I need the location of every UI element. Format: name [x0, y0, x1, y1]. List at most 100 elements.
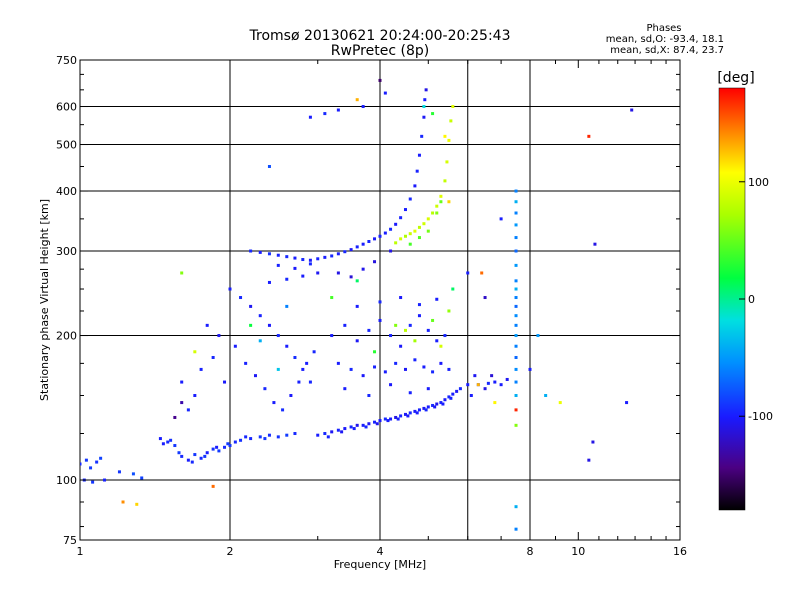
colorbar-tick-label: 0: [748, 293, 755, 306]
data-point: [289, 394, 293, 398]
data-point: [403, 328, 407, 332]
data-point: [373, 260, 377, 264]
data-point: [443, 334, 447, 338]
data-point: [389, 249, 393, 253]
data-point: [422, 115, 426, 119]
data-point: [417, 303, 421, 307]
data-point: [349, 248, 353, 252]
data-point: [514, 200, 518, 204]
data-point: [466, 383, 470, 387]
data-point: [239, 296, 243, 300]
data-point: [258, 339, 262, 343]
data-point: [445, 160, 449, 164]
data-point: [330, 254, 334, 258]
data-point: [415, 411, 419, 415]
y-tick-label: 200: [56, 330, 77, 343]
data-point: [244, 435, 248, 439]
data-point: [180, 271, 184, 275]
colorbar-tick-label: 100: [748, 176, 769, 189]
data-point: [226, 442, 230, 446]
data-point: [285, 277, 289, 281]
data-point: [186, 458, 190, 462]
data-point: [361, 374, 365, 378]
data-point: [373, 365, 377, 369]
data-point: [591, 440, 595, 444]
data-point: [455, 389, 459, 393]
colorbar-ticks: 100 0 -100: [739, 176, 773, 423]
data-point: [431, 112, 435, 116]
data-point: [451, 105, 455, 109]
data-point: [469, 394, 473, 398]
data-point: [514, 355, 518, 359]
x-gridlines: [229, 60, 531, 540]
data-points: [80, 78, 634, 531]
data-point: [336, 108, 340, 112]
data-point: [399, 237, 403, 241]
data-point: [135, 502, 139, 506]
x-axis-ticks: 1 2 4 8 10 16: [77, 60, 687, 558]
data-point: [211, 447, 215, 451]
data-point: [305, 361, 309, 365]
data-point: [373, 237, 377, 241]
data-point: [312, 350, 316, 354]
data-point: [228, 287, 232, 291]
data-point: [249, 304, 253, 308]
data-point: [413, 358, 417, 362]
data-point: [330, 430, 334, 434]
data-point: [173, 444, 177, 448]
data-point: [389, 417, 393, 421]
data-point: [431, 211, 435, 215]
data-point: [424, 408, 428, 412]
data-point: [443, 398, 447, 402]
data-point: [514, 367, 518, 371]
data-point: [514, 287, 518, 291]
data-point: [103, 478, 107, 482]
data-point: [199, 367, 203, 371]
data-point: [367, 240, 371, 244]
data-point: [420, 134, 424, 138]
data-point: [336, 361, 340, 365]
data-point: [426, 328, 430, 332]
data-point: [433, 405, 437, 409]
data-point: [383, 370, 387, 374]
data-series: [121, 78, 634, 506]
data-point: [285, 433, 289, 437]
data-point: [396, 417, 400, 421]
data-point: [466, 271, 470, 275]
data-point: [217, 449, 221, 453]
data-point: [316, 271, 320, 275]
data-point: [389, 227, 393, 231]
data-point: [423, 98, 427, 102]
data-point: [355, 423, 359, 427]
data-point: [91, 480, 95, 484]
data-point: [435, 339, 439, 343]
data-point: [413, 339, 417, 343]
data-point: [316, 433, 320, 437]
data-point: [267, 323, 271, 327]
data-point: [439, 194, 443, 198]
data-point: [343, 250, 347, 254]
data-point: [336, 271, 340, 275]
data-series: [514, 189, 518, 531]
data-point: [505, 377, 509, 381]
data-point: [233, 440, 237, 444]
data-point: [330, 296, 334, 300]
data-point: [308, 115, 312, 119]
data-point: [258, 435, 262, 439]
y-tick-label: 100: [56, 474, 77, 487]
data-point: [443, 134, 447, 138]
data-point: [285, 304, 289, 308]
data-point: [544, 394, 548, 398]
data-point: [514, 236, 518, 240]
data-point: [394, 415, 398, 419]
data-point: [217, 334, 221, 338]
data-point: [625, 401, 629, 405]
data-point: [536, 334, 540, 338]
data-point: [249, 323, 253, 327]
data-point: [630, 108, 634, 112]
data-point: [121, 500, 125, 504]
data-point: [301, 274, 305, 278]
data-point: [413, 184, 417, 188]
data-point: [263, 387, 267, 391]
